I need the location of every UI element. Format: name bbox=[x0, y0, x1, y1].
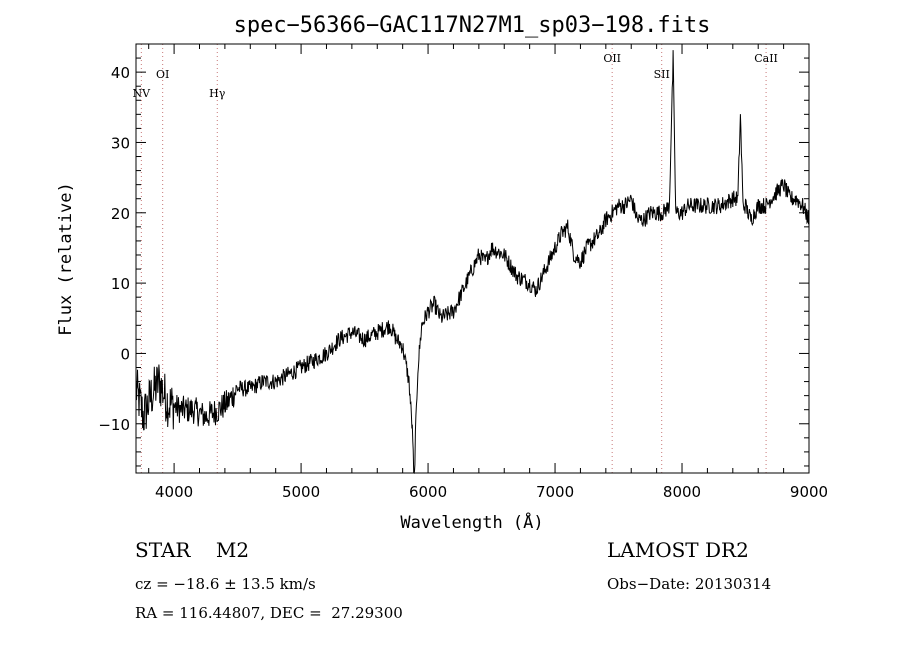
spectrum-line bbox=[135, 50, 810, 474]
y-tick-label: 10 bbox=[111, 275, 130, 293]
redshift-cz: cz = −18.6 ± 13.5 km/s bbox=[135, 575, 316, 593]
y-tick-label: −10 bbox=[98, 416, 130, 434]
x-tick-label: 8000 bbox=[663, 483, 701, 501]
ra-dec-coordinates: RA = 116.44807, DEC = 27.29300 bbox=[135, 604, 403, 622]
x-tick-label: 5000 bbox=[282, 483, 320, 501]
y-tick-label: 30 bbox=[111, 134, 130, 152]
object-class: STAR M2 bbox=[135, 538, 250, 562]
chart-title: spec−56366−GAC117N27M1_sp03−198.fits bbox=[234, 13, 711, 38]
marker-label: CaII bbox=[754, 52, 778, 65]
survey-name: LAMOST DR2 bbox=[607, 538, 749, 562]
x-tick-label: 4000 bbox=[155, 483, 193, 501]
marker-label: NV bbox=[133, 87, 152, 100]
x-tick-label: 7000 bbox=[536, 483, 574, 501]
axis-ticks: 4000 5000 6000 7000 8000 9000 −10 0 10 20 30 40 bbox=[98, 43, 828, 501]
marker-layer: NV OI Hγ OII SII CaII bbox=[133, 44, 778, 473]
observation-date: Obs−Date: 20130314 bbox=[607, 575, 772, 593]
x-tick-label: 9000 bbox=[790, 483, 828, 501]
marker-label: SII bbox=[654, 68, 670, 81]
y-tick-label: 20 bbox=[111, 205, 130, 223]
x-axis-label: Wavelength (Å) bbox=[400, 511, 543, 533]
marker-label: OI bbox=[156, 68, 169, 81]
plot-frame bbox=[135, 43, 810, 474]
marker-label: OII bbox=[603, 52, 621, 65]
y-tick-label: 40 bbox=[111, 64, 130, 82]
y-axis-label: Flux (relative) bbox=[56, 182, 76, 336]
x-tick-label: 6000 bbox=[409, 483, 447, 501]
y-tick-label: 0 bbox=[120, 345, 130, 363]
marker-label: Hγ bbox=[209, 87, 226, 100]
